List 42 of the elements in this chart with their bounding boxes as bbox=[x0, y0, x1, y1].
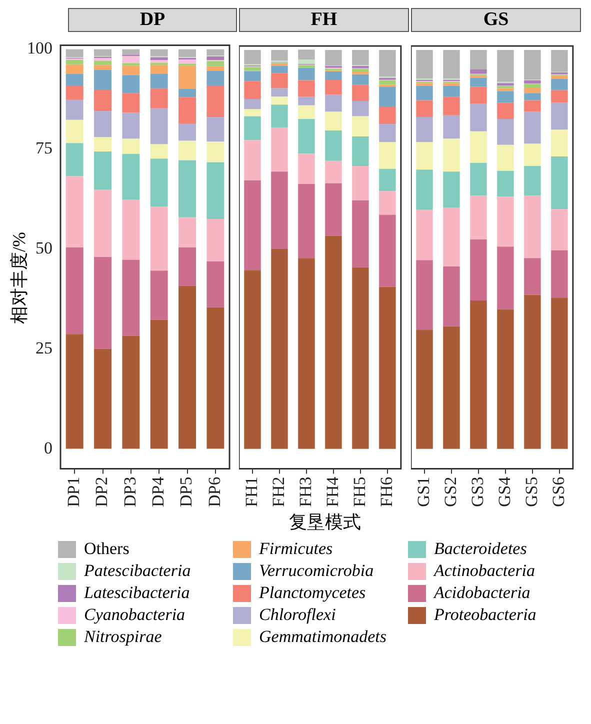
legend-label: Gemmatimonadets bbox=[259, 627, 386, 647]
legend-label: Cyanobacteria bbox=[84, 605, 186, 625]
x-tick-label: GS5 bbox=[522, 476, 541, 508]
chart-title: GS bbox=[411, 8, 581, 32]
x-tick-label: FH4 bbox=[322, 476, 342, 508]
y-tick-label: 100 bbox=[27, 38, 52, 58]
x-tick-label: DP6 bbox=[204, 476, 224, 508]
x-tick-label: DP2 bbox=[92, 476, 112, 508]
x-tick-label: GS2 bbox=[440, 476, 460, 508]
x-tick-label: GS1 bbox=[414, 476, 433, 508]
x-tick-label: FH5 bbox=[350, 476, 369, 508]
legend-label: Patescibacteria bbox=[84, 561, 191, 581]
legend-label: Chloroflexi bbox=[259, 605, 336, 625]
y-tick-label: 0 bbox=[44, 438, 52, 458]
x-tick-label: FH6 bbox=[376, 476, 396, 508]
y-tick-label: 75 bbox=[36, 138, 52, 158]
legend-label: Others bbox=[84, 539, 130, 559]
x-tick-label: GS4 bbox=[494, 476, 514, 508]
x-tick-label: FH2 bbox=[268, 476, 288, 508]
x-tick-label: GS6 bbox=[548, 476, 568, 508]
x-tick-label: GS3 bbox=[468, 476, 487, 508]
x-tick-label: DP1 bbox=[64, 476, 84, 508]
x-tick-label: FH3 bbox=[296, 476, 315, 508]
x-tick-label: DP5 bbox=[176, 476, 196, 508]
x-tick-label: DP4 bbox=[148, 476, 168, 508]
legend-label: Latescibacteria bbox=[84, 583, 190, 603]
x-axis-title: 复垦模式 bbox=[288, 511, 362, 534]
legend-label: Planctomycetes bbox=[259, 583, 366, 603]
x-tick-label: DP3 bbox=[120, 476, 140, 508]
legend-label: Firmicutes bbox=[259, 539, 333, 559]
legend-label: Acidobacteria bbox=[434, 583, 530, 603]
legend-label: Actinobacteria bbox=[434, 561, 536, 581]
y-axis-title: 相对丰度/% bbox=[8, 232, 30, 324]
legend-label: Bacteroidetes bbox=[434, 539, 527, 559]
legend-label: Nitrospirae bbox=[84, 627, 162, 647]
legend-label: Verrucomicrobia bbox=[259, 561, 374, 581]
chart-title: DP bbox=[68, 8, 237, 32]
y-tick-label: 50 bbox=[36, 238, 52, 258]
legend-label: Proteobacteria bbox=[434, 605, 536, 625]
y-tick-label: 25 bbox=[36, 338, 52, 358]
x-tick-label: FH1 bbox=[242, 476, 261, 508]
chart-title: FH bbox=[239, 8, 409, 32]
